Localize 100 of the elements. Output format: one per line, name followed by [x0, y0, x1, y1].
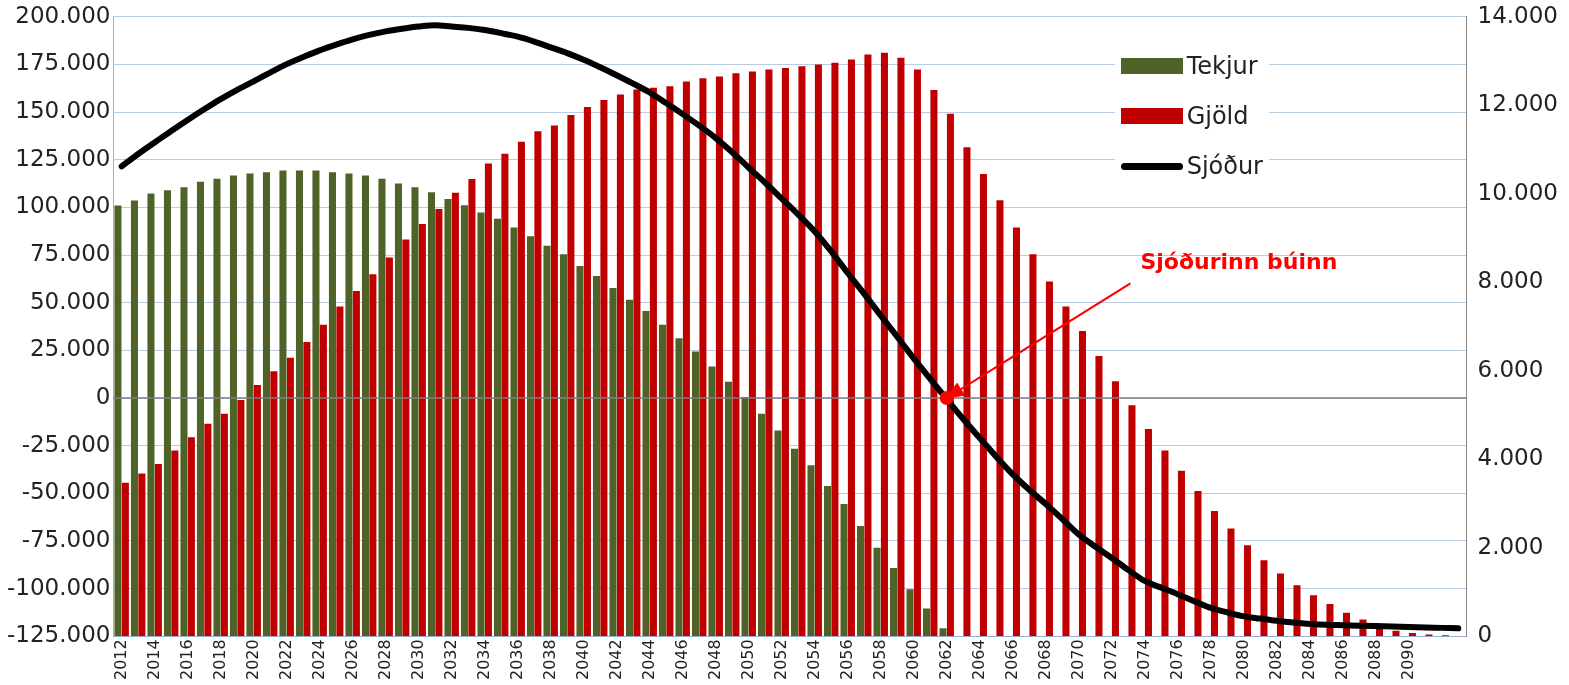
bar [460, 205, 468, 637]
bar [361, 175, 369, 637]
bar [319, 324, 327, 637]
bar [880, 52, 888, 637]
x-tick-label: 2070 [1067, 639, 1087, 680]
bar [517, 141, 525, 637]
y-tick-label: 150.000 [15, 97, 111, 124]
bar [1144, 429, 1152, 637]
x-tick-label: 2062 [935, 639, 955, 680]
bar [543, 245, 551, 637]
bar [253, 385, 261, 637]
bar [229, 175, 237, 637]
bar [213, 178, 221, 637]
bar [328, 172, 336, 637]
y-tick-label: 175.000 [15, 49, 111, 76]
x-tick-label: 2048 [704, 639, 724, 680]
x-tick-label: 2078 [1199, 639, 1219, 680]
bar [510, 227, 518, 637]
bar [246, 173, 254, 637]
bar [501, 153, 509, 637]
bar [1012, 227, 1020, 637]
y2-tick-label: 0 [1477, 621, 1493, 648]
y-tick-label: -25.000 [21, 430, 111, 457]
bar [402, 239, 410, 637]
bar [897, 57, 905, 637]
bar [444, 199, 452, 637]
bar [1408, 633, 1417, 637]
bar [708, 366, 716, 637]
bar [352, 291, 360, 637]
x-tick-label: 2038 [539, 639, 559, 680]
y2-tick-label: 8.000 [1477, 267, 1544, 294]
bar [484, 163, 492, 637]
y2-tick-label: 2.000 [1477, 532, 1544, 559]
y-tick-label: 100.000 [15, 192, 111, 219]
x-tick-label: 2080 [1232, 639, 1252, 680]
x-tick-label: 2084 [1298, 639, 1318, 680]
bar [1177, 470, 1185, 637]
bar [279, 170, 287, 637]
x-tick-label: 2018 [209, 639, 229, 680]
annotation: Sjóðurinn búinn [1140, 249, 1338, 275]
x-tick-label: 2050 [737, 639, 757, 680]
bar [303, 341, 311, 637]
bar [691, 351, 700, 637]
bar [336, 306, 344, 637]
bar [906, 589, 914, 637]
bar [979, 174, 987, 637]
x-tick-label: 2074 [1133, 639, 1153, 680]
x-tick-label: 2046 [671, 639, 691, 680]
bar [138, 473, 146, 637]
y-tick-label: -50.000 [21, 478, 111, 505]
bar [807, 465, 815, 637]
x-tick-label: 2066 [1001, 639, 1021, 680]
bar [748, 71, 756, 637]
x-tick-label: 2058 [869, 639, 889, 680]
bar [180, 187, 188, 637]
bar [823, 485, 832, 637]
bar [682, 81, 690, 637]
bar [477, 212, 485, 637]
x-tick-label: 2072 [1100, 639, 1120, 680]
y-tick-label: 125.000 [15, 144, 111, 171]
bar [781, 67, 789, 637]
x-tick-label: 2068 [1034, 639, 1054, 680]
bar [699, 78, 707, 637]
bar [270, 371, 278, 637]
bar [559, 254, 568, 637]
bar [609, 288, 617, 637]
bar [1161, 450, 1169, 637]
bar [237, 400, 245, 637]
bar [534, 131, 542, 637]
bar [592, 276, 601, 637]
y-tick-label: -75.000 [21, 525, 111, 552]
bar [526, 236, 535, 637]
y-tick-label: -125.000 [6, 621, 111, 648]
bar [741, 396, 749, 637]
bar [154, 463, 162, 637]
bar [204, 423, 212, 637]
bar [345, 173, 353, 637]
bar [757, 413, 766, 637]
x-tick-label: 2012 [110, 639, 130, 680]
x-tick-label: 2036 [506, 639, 526, 680]
x-tick-label: 2086 [1331, 639, 1351, 680]
bar [576, 266, 584, 637]
x-tick-label: 2052 [770, 639, 790, 680]
bar [765, 69, 773, 637]
bar [411, 187, 419, 637]
x-tick-label: 2024 [308, 639, 328, 680]
x-tick-label: 2014 [143, 639, 163, 680]
y2-tick-label: 12.000 [1477, 90, 1559, 117]
bar [550, 125, 558, 637]
bar [658, 324, 667, 637]
x-tick-label: 2032 [440, 639, 460, 680]
x-tick-label: 2044 [638, 639, 658, 680]
bar [468, 179, 476, 637]
x-tick-label: 2020 [242, 639, 262, 680]
bar [418, 223, 426, 637]
bar [939, 628, 947, 637]
bar [187, 437, 195, 637]
bar [814, 64, 822, 637]
bar [1260, 560, 1268, 637]
bar [1243, 545, 1251, 637]
